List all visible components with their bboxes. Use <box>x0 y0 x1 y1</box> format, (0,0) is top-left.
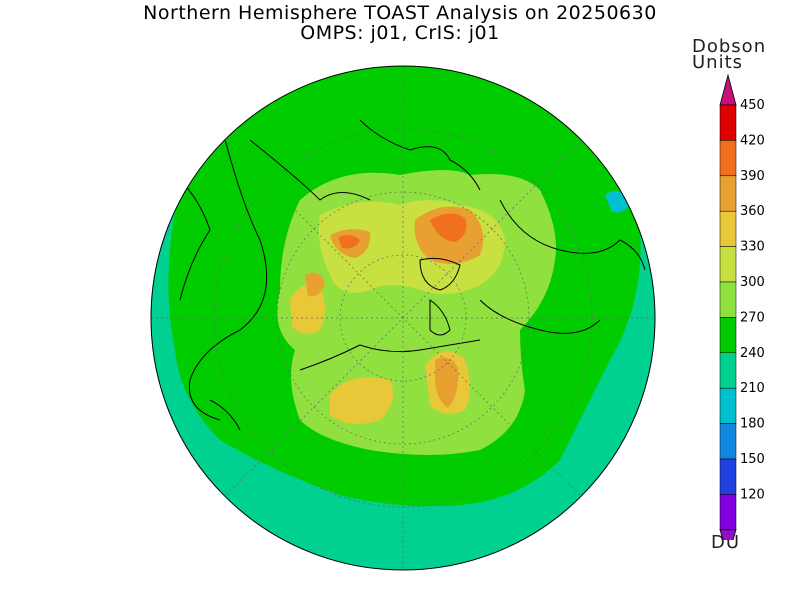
colorbar-swatch-420 <box>719 140 737 177</box>
colorbar-tick-150: 150 <box>740 452 765 467</box>
colorbar-swatch-330 <box>719 246 737 283</box>
ozone-contour-360 <box>435 357 459 408</box>
colorbar-swatch-150 <box>719 458 737 495</box>
colorbar-swatch-270 <box>719 317 737 354</box>
colorbar-swatch-390 <box>719 175 737 212</box>
ozone-contour-390 <box>338 235 360 249</box>
colorbar-tick-420: 420 <box>740 133 765 148</box>
colorbar-swatch-450 <box>719 104 737 141</box>
colorbar-tick-270: 270 <box>740 310 765 325</box>
colorbar: 450 420 390 360 330 300 270 240 210 180 150 120 <box>719 73 765 540</box>
colorbar-tick-330: 330 <box>740 240 765 255</box>
colorbar-tick-390: 390 <box>740 169 765 184</box>
colorbar-swatch-240 <box>719 352 737 389</box>
colorbar-swatch-180 <box>719 423 737 460</box>
colorbar-title-line1: Dobson <box>692 36 767 57</box>
colorbar-title-line2: Units <box>692 52 744 73</box>
ozone-field <box>151 66 655 570</box>
colorbar-swatch-120 <box>719 494 737 531</box>
colorbar-tick-360: 360 <box>740 204 765 219</box>
colorbar-tick-240: 240 <box>740 346 765 361</box>
ozone-contour-390 <box>430 213 467 242</box>
colorbar-tick-300: 300 <box>740 275 765 290</box>
colorbar-swatch-360 <box>719 210 737 247</box>
colorbar-top-arrow <box>719 73 737 106</box>
colorbar-bottom-arrow <box>719 529 737 540</box>
ozone-contour-330 <box>330 377 394 424</box>
colorbar-swatch-210 <box>719 387 737 424</box>
colorbar-swatch-300 <box>719 281 737 318</box>
colorbar-tick-120: 120 <box>740 487 765 502</box>
colorbar-tick-450: 450 <box>740 98 765 113</box>
map-border <box>150 65 656 571</box>
figure-title: Northern Hemisphere TOAST Analysis on 20… <box>143 2 657 24</box>
colorbar-tick-180: 180 <box>740 417 765 432</box>
ozone-contour-360 <box>305 272 325 297</box>
colorbar-tick-210: 210 <box>740 381 765 396</box>
graticule <box>151 66 655 570</box>
figure-subtitle: OMPS: j01, CrIS: j01 <box>300 22 500 44</box>
ozone-contour-330 <box>290 284 325 334</box>
